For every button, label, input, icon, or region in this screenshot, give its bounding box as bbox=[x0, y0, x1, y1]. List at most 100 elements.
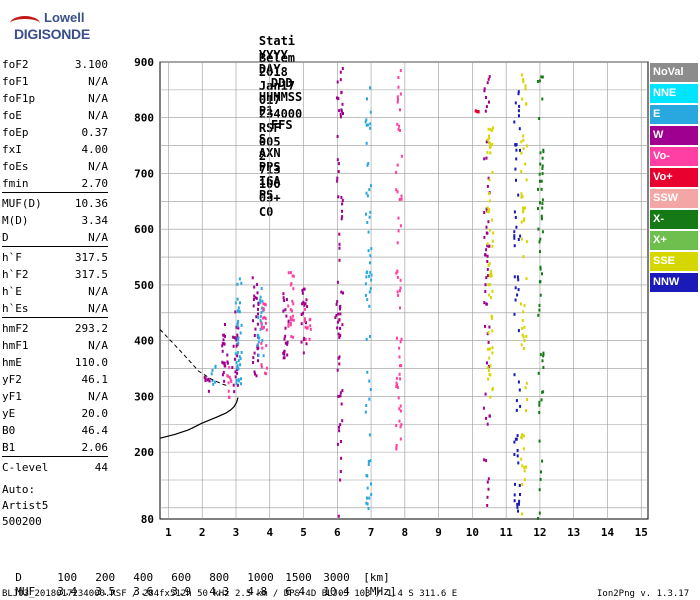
echo-point bbox=[522, 310, 525, 314]
echo-point bbox=[289, 323, 292, 327]
echo-point bbox=[516, 505, 519, 509]
echo-point bbox=[520, 302, 522, 306]
echo-point bbox=[337, 195, 340, 199]
echo-point bbox=[292, 335, 295, 339]
param-label: foEs bbox=[2, 160, 29, 173]
echo-point bbox=[537, 313, 540, 317]
echo-point bbox=[541, 272, 543, 276]
echo-point bbox=[301, 288, 304, 292]
echo-point bbox=[540, 217, 543, 221]
echo-point bbox=[260, 306, 263, 310]
echo-point bbox=[490, 272, 493, 276]
echo-point bbox=[518, 114, 520, 118]
echo-point bbox=[369, 459, 372, 463]
echo-point bbox=[223, 379, 226, 383]
echo-point bbox=[287, 271, 290, 275]
echo-point bbox=[370, 184, 372, 188]
echo-point bbox=[339, 394, 342, 398]
muf_values-cell: 3.4 bbox=[57, 585, 78, 598]
echo-point bbox=[513, 453, 516, 456]
echo-point bbox=[292, 318, 295, 322]
echo-point bbox=[396, 122, 399, 126]
echo-point bbox=[239, 301, 241, 305]
echo-point bbox=[489, 364, 492, 368]
echo-point bbox=[340, 108, 343, 112]
echo-point bbox=[486, 150, 489, 154]
echo-point bbox=[517, 92, 520, 96]
echo-point bbox=[342, 112, 344, 115]
electron-density-profile-line bbox=[159, 397, 239, 439]
echo-point bbox=[300, 313, 303, 316]
param-value: N/A bbox=[88, 302, 108, 315]
echo-point bbox=[520, 436, 523, 440]
echo-point bbox=[487, 274, 489, 278]
echo-point bbox=[284, 308, 287, 312]
echo-point bbox=[283, 352, 286, 356]
muf_values-cell: 4.3 bbox=[209, 585, 230, 598]
echo-point bbox=[256, 291, 259, 295]
param-row: foEp 0.37 bbox=[2, 124, 108, 141]
echo-point bbox=[521, 512, 524, 516]
echo-point bbox=[370, 278, 373, 282]
echo-point bbox=[489, 373, 492, 377]
echo-point bbox=[303, 303, 306, 307]
echo-point bbox=[308, 337, 311, 341]
echo-point bbox=[369, 122, 372, 126]
echo-point bbox=[222, 342, 225, 346]
echo-point bbox=[541, 156, 544, 160]
echo-point bbox=[515, 157, 518, 161]
echo-point bbox=[366, 486, 369, 490]
echo-point bbox=[396, 385, 399, 389]
echo-point bbox=[539, 179, 541, 183]
echo-point bbox=[398, 124, 401, 128]
echo-point bbox=[400, 364, 403, 368]
echo-point bbox=[491, 218, 494, 222]
echo-point bbox=[304, 325, 307, 329]
echo-point bbox=[522, 209, 525, 213]
echo-point bbox=[542, 353, 545, 356]
echo-point bbox=[485, 225, 488, 229]
logo-line2: DIGISONDE bbox=[14, 26, 90, 42]
echo-point bbox=[339, 423, 342, 427]
version-footer: Ion2Png v. 1.3.17 bbox=[597, 589, 690, 599]
echo-point bbox=[539, 237, 542, 241]
echo-point bbox=[368, 290, 371, 294]
echo-point bbox=[518, 484, 521, 487]
echo-point bbox=[237, 319, 240, 323]
echo-point bbox=[283, 349, 286, 353]
echo-point bbox=[339, 391, 342, 395]
param-value: 3.100 bbox=[74, 58, 108, 71]
y-tick-label: 800 bbox=[134, 112, 154, 125]
y-tick-label: 900 bbox=[134, 56, 154, 69]
echo-point bbox=[235, 361, 238, 364]
echo-point bbox=[370, 493, 373, 496]
echo-point bbox=[337, 170, 340, 173]
echo-point bbox=[228, 366, 231, 370]
echo-point bbox=[309, 327, 312, 331]
echo-point bbox=[525, 334, 528, 338]
echo-point bbox=[540, 179, 543, 183]
echo-point bbox=[485, 207, 488, 211]
echo-point bbox=[236, 322, 239, 326]
echo-point bbox=[335, 302, 338, 306]
echo-point bbox=[339, 478, 342, 482]
echo-point bbox=[488, 325, 491, 329]
echo-point bbox=[399, 404, 402, 408]
echo-point bbox=[238, 355, 241, 359]
echo-point bbox=[255, 296, 258, 300]
echo-point bbox=[537, 517, 539, 520]
echo-point bbox=[396, 100, 399, 104]
echo-point bbox=[292, 287, 295, 291]
echo-point bbox=[538, 488, 541, 492]
echo-point bbox=[484, 109, 487, 113]
echo-point bbox=[365, 271, 368, 275]
echo-point bbox=[239, 357, 242, 361]
echo-point bbox=[365, 501, 368, 505]
param-separator bbox=[2, 192, 108, 195]
echo-point bbox=[536, 80, 539, 83]
legend-item-vo: Vo+ bbox=[650, 168, 698, 187]
echo-point bbox=[523, 347, 525, 351]
echo-point bbox=[516, 449, 519, 452]
echo-point bbox=[487, 340, 490, 344]
echo-point bbox=[488, 208, 491, 212]
